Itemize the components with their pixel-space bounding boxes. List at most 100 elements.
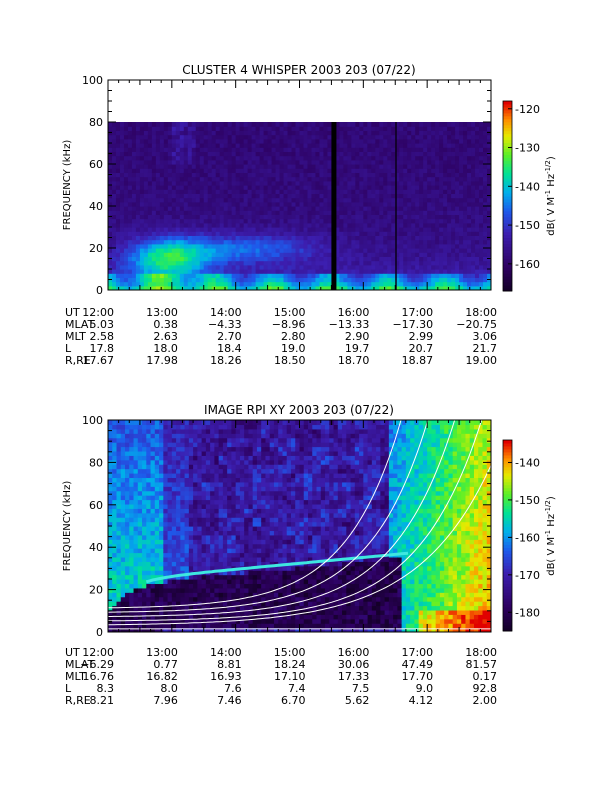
heatmap-cell xyxy=(399,231,404,236)
heatmap-cell xyxy=(455,189,460,194)
heatmap-cell xyxy=(403,185,408,190)
heatmap-cell xyxy=(187,218,193,224)
heatmap-cell xyxy=(231,235,237,241)
heatmap-cell xyxy=(147,138,153,144)
heatmap-cell xyxy=(142,486,147,492)
heatmap-cell xyxy=(120,503,126,509)
heatmap-cell xyxy=(143,134,149,140)
heatmap-cell xyxy=(223,248,229,253)
heatmap-cell xyxy=(319,147,325,152)
heatmap-cell xyxy=(391,239,396,245)
heatmap-cell xyxy=(375,218,380,224)
heatmap-cell xyxy=(203,269,209,274)
heatmap-cell xyxy=(108,260,113,266)
heatmap-cell xyxy=(395,172,400,178)
heatmap-cell xyxy=(223,218,229,224)
heatmap-cell xyxy=(176,473,181,479)
heatmap-cell xyxy=(387,256,392,262)
heatmap-cell xyxy=(283,172,289,178)
heatmap-cell xyxy=(137,574,143,580)
heatmap-cell xyxy=(180,561,186,567)
heatmap-cell xyxy=(267,147,273,152)
heatmap-cell xyxy=(439,151,444,157)
heatmap-cell xyxy=(108,548,113,554)
heatmap-cell xyxy=(455,285,460,290)
heatmap-cell xyxy=(120,468,126,474)
heatmap-cell xyxy=(447,231,452,236)
heatmap-cell xyxy=(479,285,484,290)
heatmap-cell xyxy=(279,260,285,266)
heatmap-cell xyxy=(171,172,177,178)
heatmap-cell xyxy=(287,243,293,249)
heatmap-cell xyxy=(283,273,289,278)
heatmap-cell xyxy=(154,499,160,505)
heatmap-cell xyxy=(163,260,169,266)
heatmap-cell xyxy=(447,159,452,165)
heatmap-cell xyxy=(191,256,197,262)
heatmap-cell xyxy=(150,495,156,501)
heatmap-cell xyxy=(171,281,177,287)
heatmap-cell xyxy=(155,138,161,144)
heatmap-cell xyxy=(475,134,480,140)
heatmap-cell xyxy=(142,623,147,629)
heatmap-cell xyxy=(479,218,484,224)
heatmap-cell xyxy=(171,521,177,527)
heatmap-cell xyxy=(295,159,301,165)
heatmap-cell xyxy=(243,176,249,182)
heatmap-cell xyxy=(355,155,360,161)
heatmap-cell xyxy=(255,285,261,290)
heatmap-cell xyxy=(383,138,388,144)
heatmap-cell xyxy=(447,218,452,224)
heatmap-cell xyxy=(167,450,173,456)
heatmap-cell xyxy=(383,222,388,228)
heatmap-cell xyxy=(247,243,253,249)
heatmap-cell xyxy=(139,130,145,136)
heatmap-cell xyxy=(251,201,257,207)
heatmap-cell xyxy=(142,627,147,632)
heatmap-cell xyxy=(323,147,329,152)
heatmap-cell xyxy=(155,231,161,236)
heatmap-cell xyxy=(263,159,269,165)
heatmap-cell xyxy=(195,248,201,253)
heatmap-cell xyxy=(108,180,113,186)
heatmap-cell xyxy=(323,126,329,131)
heatmap-cell xyxy=(215,269,221,274)
heatmap-cell xyxy=(343,147,348,152)
heatmap-cell xyxy=(375,159,380,165)
heatmap-cell xyxy=(183,243,189,249)
heatmap-cell xyxy=(111,176,117,182)
heatmap-cell xyxy=(135,164,141,169)
heatmap-cell xyxy=(367,277,372,283)
heatmap-cell xyxy=(112,486,118,492)
heatmap-cell xyxy=(137,473,143,479)
heatmap-cell xyxy=(163,264,169,270)
heatmap-cell xyxy=(447,176,452,182)
heatmap-cell xyxy=(137,539,143,545)
heatmap-cell xyxy=(125,481,130,487)
heatmap-cell xyxy=(463,269,468,274)
heatmap-cell xyxy=(483,231,488,236)
heatmap-cell xyxy=(471,231,476,236)
heatmap-cell xyxy=(479,193,484,199)
heatmap-cell xyxy=(391,126,396,131)
heatmap-cell xyxy=(191,248,197,253)
heatmap-cell xyxy=(227,206,233,211)
heatmap-cell xyxy=(151,143,157,148)
heatmap-cell xyxy=(355,206,360,211)
heatmap-cell xyxy=(279,206,285,211)
heatmap-cell xyxy=(155,273,161,278)
heatmap-cell xyxy=(112,570,118,576)
heatmap-cell xyxy=(163,176,169,182)
heatmap-cell xyxy=(184,556,190,562)
heatmap-cell xyxy=(133,437,139,443)
heatmap-cell xyxy=(111,130,117,136)
heatmap-cell xyxy=(455,252,460,257)
heatmap-cell xyxy=(375,122,380,127)
heatmap-cell xyxy=(279,122,285,127)
heatmap-cell xyxy=(175,264,181,270)
heatmap-cell xyxy=(487,180,491,186)
heatmap-cell xyxy=(255,243,261,249)
heatmap-cell xyxy=(403,201,408,207)
heatmap-cell xyxy=(439,138,444,144)
heatmap-cell xyxy=(195,218,201,224)
